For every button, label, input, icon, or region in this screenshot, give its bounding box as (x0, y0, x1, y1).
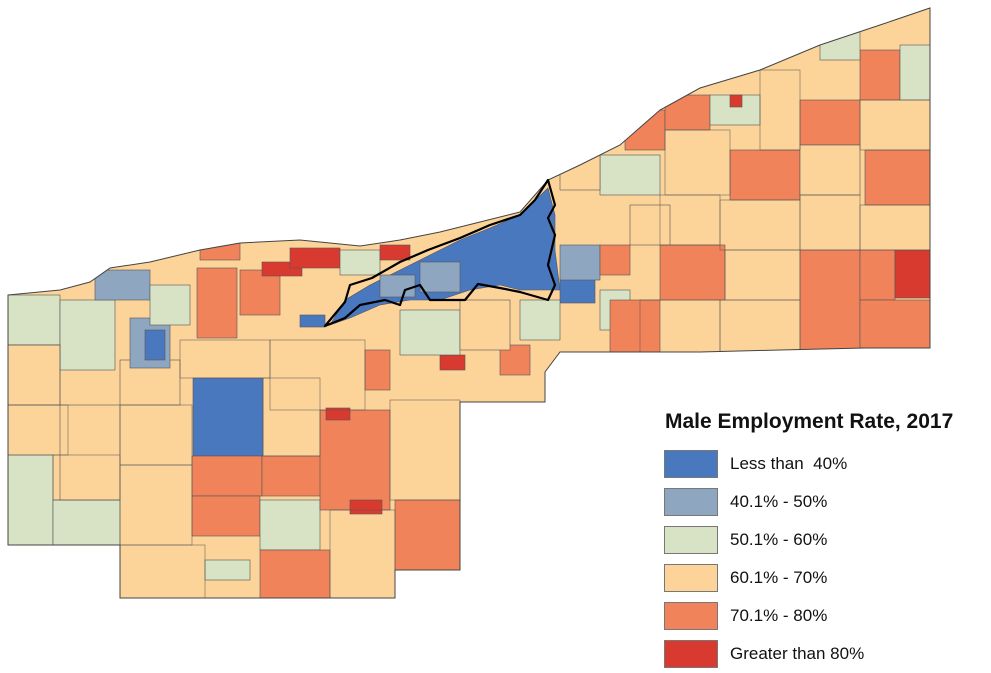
tract (8, 454, 54, 546)
legend-label: Greater than 80% (730, 644, 865, 663)
tract (94, 269, 151, 301)
tract (364, 349, 391, 391)
legend-swatch (664, 450, 718, 478)
tract (399, 309, 461, 356)
tract (729, 94, 743, 108)
tract (819, 29, 861, 61)
tract (349, 499, 383, 515)
legend-swatch (664, 640, 718, 668)
legend-item: 70.1% - 80% (664, 597, 989, 635)
tract (191, 455, 263, 497)
tract (144, 329, 166, 361)
tract (859, 249, 896, 301)
tract (609, 299, 661, 353)
city-boundary (323, 178, 557, 328)
legend-item: 50.1% - 60% (664, 521, 989, 559)
legend-title: Male Employment Rate, 2017 (665, 410, 954, 433)
tract (289, 247, 341, 269)
tract (559, 149, 601, 191)
tract (799, 144, 861, 196)
tract (8, 344, 61, 406)
tract (204, 559, 251, 581)
legend-label: 40.1% - 50% (730, 492, 828, 511)
tract (59, 299, 116, 371)
region-outline (7, 7, 931, 599)
tract (319, 409, 391, 511)
tract (599, 154, 661, 196)
tract (339, 249, 381, 276)
legend-swatch (664, 526, 718, 554)
tract (239, 269, 281, 316)
tract (259, 499, 321, 551)
tract (299, 314, 326, 328)
legend-label: 70.1% - 80% (730, 606, 828, 625)
legend-swatch (664, 564, 718, 592)
tract (729, 149, 801, 201)
map-legend: Male Employment Rate, 2017 Less than 40%… (664, 410, 989, 673)
tract (559, 277, 596, 304)
legend-swatch (664, 602, 718, 630)
tract (394, 499, 461, 596)
tract (519, 299, 561, 341)
legend-label: Less than 40% (730, 454, 848, 473)
tract (59, 404, 121, 501)
tract (52, 499, 121, 546)
tract (599, 244, 631, 276)
legend-item: Less than 40% (664, 445, 989, 483)
tract (261, 455, 323, 497)
tract (196, 267, 238, 339)
tract (859, 299, 930, 349)
tract (864, 149, 930, 206)
tract (419, 261, 461, 293)
tract (259, 549, 331, 598)
tract (379, 274, 416, 298)
tract (799, 99, 861, 146)
tract (799, 249, 861, 351)
legend-label: 60.1% - 70% (730, 568, 828, 587)
tract (664, 94, 711, 131)
tract (191, 495, 261, 537)
tract (439, 354, 466, 371)
tract (325, 407, 351, 421)
tract (659, 244, 726, 301)
tract (709, 94, 761, 126)
tract (459, 299, 511, 351)
tract (894, 249, 930, 299)
legend-item: Greater than 80% (664, 635, 989, 673)
tract (379, 244, 411, 261)
tract (8, 294, 61, 346)
legend-item: 40.1% - 50% (664, 483, 989, 521)
tract (859, 49, 901, 101)
tract (149, 284, 191, 326)
legend-label: 50.1% - 60% (730, 530, 828, 549)
tract (559, 244, 601, 281)
tract (899, 44, 930, 101)
tract (199, 239, 241, 261)
tract (624, 109, 666, 151)
legend-item: 60.1% - 70% (664, 559, 989, 597)
legend-swatch (664, 488, 718, 516)
tract (629, 204, 671, 246)
tract (192, 377, 264, 457)
